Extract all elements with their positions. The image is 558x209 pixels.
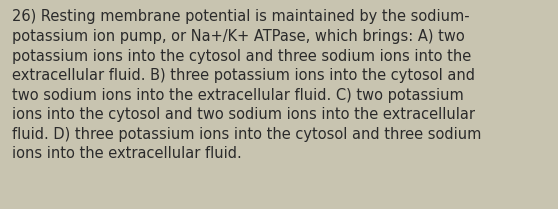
Text: 26) Resting membrane potential is maintained by the sodium-
potassium ion pump, : 26) Resting membrane potential is mainta… bbox=[12, 9, 482, 161]
